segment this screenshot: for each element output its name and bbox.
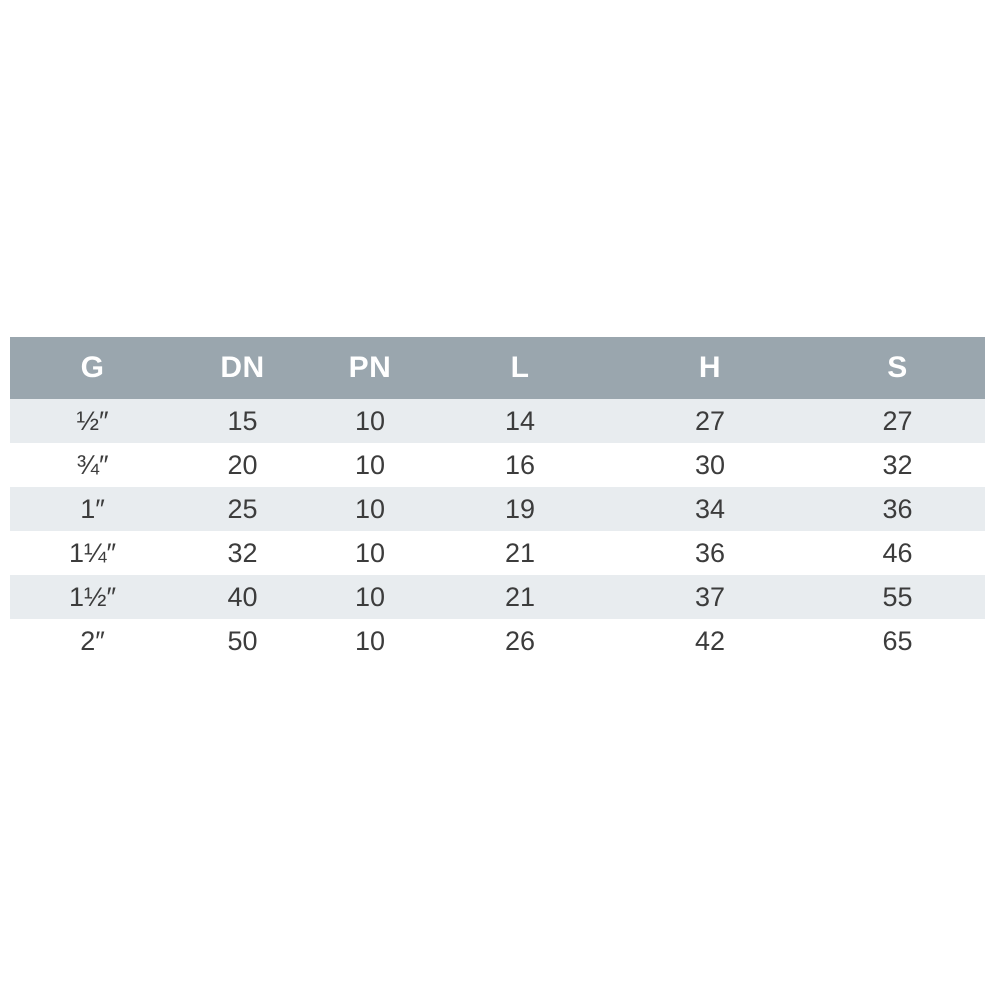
dimensions-spec-table: G DN PN L H S ½″ 15 10 14 27 27 ¾″ 20 10… — [10, 337, 985, 663]
cell-pn: 10 — [310, 443, 430, 487]
table-row: ¾″ 20 10 16 30 32 — [10, 443, 985, 487]
cell-dn: 15 — [175, 399, 310, 443]
header-cell-pn: PN — [310, 337, 430, 399]
cell-pn: 10 — [310, 531, 430, 575]
cell-dn: 40 — [175, 575, 310, 619]
cell-pn: 10 — [310, 487, 430, 531]
header-cell-l: L — [430, 337, 610, 399]
header-cell-g: G — [10, 337, 175, 399]
cell-dn: 32 — [175, 531, 310, 575]
cell-l: 16 — [430, 443, 610, 487]
cell-s: 55 — [810, 575, 985, 619]
cell-s: 36 — [810, 487, 985, 531]
cell-dn: 20 — [175, 443, 310, 487]
cell-g: 1″ — [10, 487, 175, 531]
cell-l: 14 — [430, 399, 610, 443]
table-row: 1¼″ 32 10 21 36 46 — [10, 531, 985, 575]
cell-h: 37 — [610, 575, 810, 619]
cell-l: 21 — [430, 575, 610, 619]
cell-g: 1¼″ — [10, 531, 175, 575]
cell-g: 1½″ — [10, 575, 175, 619]
cell-s: 27 — [810, 399, 985, 443]
cell-l: 26 — [430, 619, 610, 663]
header-cell-dn: DN — [175, 337, 310, 399]
cell-s: 32 — [810, 443, 985, 487]
cell-h: 27 — [610, 399, 810, 443]
header-cell-h: H — [610, 337, 810, 399]
cell-h: 30 — [610, 443, 810, 487]
table-row: 1″ 25 10 19 34 36 — [10, 487, 985, 531]
table-row: ½″ 15 10 14 27 27 — [10, 399, 985, 443]
table-header-row: G DN PN L H S — [10, 337, 985, 399]
table-row: 1½″ 40 10 21 37 55 — [10, 575, 985, 619]
cell-l: 19 — [430, 487, 610, 531]
cell-g: ¾″ — [10, 443, 175, 487]
cell-s: 65 — [810, 619, 985, 663]
cell-h: 42 — [610, 619, 810, 663]
cell-h: 36 — [610, 531, 810, 575]
cell-pn: 10 — [310, 399, 430, 443]
header-cell-s: S — [810, 337, 985, 399]
cell-pn: 10 — [310, 619, 430, 663]
cell-h: 34 — [610, 487, 810, 531]
cell-dn: 50 — [175, 619, 310, 663]
cell-g: ½″ — [10, 399, 175, 443]
cell-dn: 25 — [175, 487, 310, 531]
cell-l: 21 — [430, 531, 610, 575]
cell-s: 46 — [810, 531, 985, 575]
cell-g: 2″ — [10, 619, 175, 663]
cell-pn: 10 — [310, 575, 430, 619]
table-row: 2″ 50 10 26 42 65 — [10, 619, 985, 663]
